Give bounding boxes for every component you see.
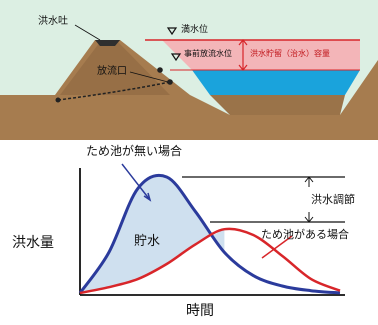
- storage-label: 貯水: [134, 234, 161, 249]
- regulation-label: 洪水調節: [311, 193, 355, 206]
- pre-discharge-level-label: 事前放流水位: [184, 49, 232, 58]
- spillway-channel: [95, 40, 120, 46]
- pond-bottom: [210, 95, 345, 115]
- regulation-arrow-head-up: [304, 176, 314, 183]
- outlet-pipe: [57, 81, 171, 101]
- flood-level-marker-icon: [166, 27, 178, 36]
- flood-hydrograph: ため池が無い場合 貯水 洪水調節 ため池がある場合 洪水量 時間: [0, 140, 378, 325]
- no-pond-leader-arrow: [121, 163, 151, 201]
- storage-arrow-head-down: [238, 64, 248, 71]
- no-pond-arrow-head: [143, 192, 152, 202]
- with-pond-label: ため池がある場合: [261, 228, 349, 241]
- pre-discharge-marker-icon: [170, 53, 182, 62]
- with-pond-leader-arrow: [261, 235, 293, 259]
- flood-level-label: 満水位: [181, 25, 209, 35]
- water-body: [192, 70, 360, 95]
- x-axis-label: 時間: [186, 303, 214, 319]
- regulation-arrow-head-down: [304, 216, 314, 223]
- cross-section-svg: [0, 0, 378, 140]
- no-pond-label: ため池が無い場合: [86, 144, 183, 158]
- outlet-dot: [167, 79, 173, 85]
- pond-cross-section: 洪水吐 満水位 事前放流水位 放流口 洪水貯留（治水）容量: [0, 0, 378, 140]
- storage-capacity-label: 洪水貯留（治水）容量: [250, 49, 330, 58]
- outlet-label: 放流口: [97, 66, 127, 77]
- pipe-end-dot: [55, 97, 61, 103]
- outlet-leader: [129, 71, 169, 83]
- spillway-label: 洪水吐: [38, 16, 68, 27]
- embankment-core: [60, 42, 170, 95]
- curve-without-pond: [78, 173, 341, 295]
- flood-storage-zone: [162, 40, 360, 70]
- hydrograph-svg: [78, 163, 345, 296]
- spillway-leader: [74, 24, 101, 41]
- storage-shaded-area: [80, 175, 225, 293]
- pre-discharge-dot: [157, 67, 163, 73]
- storage-arrow-head-up: [238, 39, 248, 46]
- curve-with-pond: [79, 227, 341, 295]
- y-axis-label: 洪水量: [12, 235, 54, 251]
